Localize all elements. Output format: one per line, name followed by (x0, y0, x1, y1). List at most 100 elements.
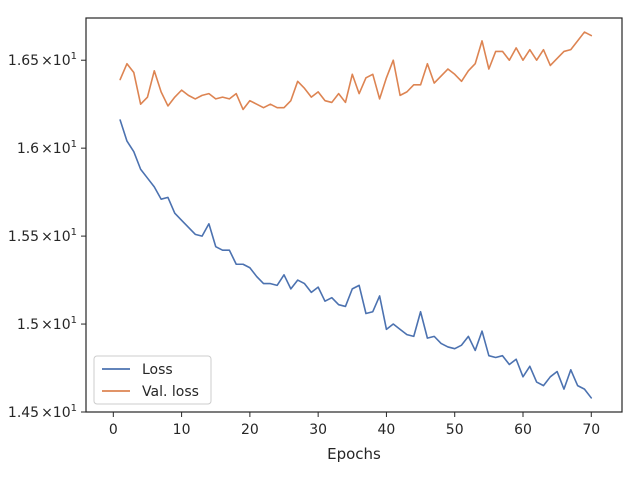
data-point-series-1 (276, 284, 279, 287)
data-point-series-1 (563, 388, 566, 391)
y-tick-mantissa: 1.6 (17, 141, 39, 157)
data-point-series-1 (406, 333, 409, 336)
data-point-series-1 (453, 347, 456, 350)
data-point-series-2 (501, 50, 504, 53)
x-tick-label: 10 (173, 422, 191, 438)
data-point-series-1 (214, 245, 217, 248)
data-point-series-2 (283, 106, 286, 109)
data-point-series-2 (542, 48, 545, 51)
data-point-series-1 (522, 375, 525, 378)
data-point-series-1 (419, 310, 422, 313)
data-point-series-1 (242, 263, 245, 266)
data-point-series-2 (481, 39, 484, 42)
data-point-series-2 (399, 94, 402, 97)
data-point-series-1 (590, 397, 593, 400)
data-point-series-1 (460, 344, 463, 347)
y-tick-multiplier: ×10 (41, 141, 71, 157)
data-point-series-2 (467, 69, 470, 72)
data-point-series-1 (269, 282, 272, 285)
data-point-series-2 (494, 50, 497, 53)
x-axis: 0 10 20 30 40 50 60 70 (109, 412, 600, 438)
data-point-series-1 (358, 284, 361, 287)
data-point-series-2 (330, 101, 333, 104)
data-point-series-2 (474, 62, 477, 65)
data-point-series-2 (126, 62, 129, 65)
data-point-series-2 (132, 71, 135, 74)
data-point-series-1 (412, 335, 415, 338)
data-point-series-2 (515, 47, 518, 50)
y-tick-multiplier: ×10 (41, 405, 71, 421)
data-point-series-2 (371, 73, 374, 76)
data-point-series-1 (385, 328, 388, 331)
x-tick-label: 50 (446, 422, 464, 438)
data-point-series-2 (194, 98, 197, 101)
data-point-series-1 (494, 356, 497, 359)
data-point-series-2 (214, 98, 217, 101)
data-point-series-1 (317, 286, 320, 289)
data-point-series-1 (528, 365, 531, 368)
y-tick-exponent: 1 (71, 315, 77, 326)
data-point-series-1 (337, 303, 340, 306)
x-axis-title: Epochs (327, 445, 381, 463)
data-point-series-1 (283, 273, 286, 276)
data-point-series-2 (358, 92, 361, 95)
x-tick-label: 40 (378, 422, 396, 438)
data-point-series-2 (576, 39, 579, 42)
data-point-series-2 (276, 106, 279, 109)
data-point-series-2 (563, 50, 566, 53)
y-tick-exponent: 1 (71, 139, 77, 150)
data-point-series-1 (556, 370, 559, 373)
legend-box (93, 355, 212, 405)
data-point-series-1 (433, 335, 436, 338)
y-tick-exponent: 1 (71, 227, 77, 238)
series-line-2 (119, 31, 593, 111)
y-tick-label: 1.65 ×101 (8, 51, 77, 69)
data-point-series-2 (167, 105, 170, 108)
data-point-series-2 (289, 99, 292, 102)
data-point-series-1 (583, 388, 586, 391)
data-point-series-2 (228, 98, 231, 101)
y-tick-label: 1.6 ×101 (17, 139, 77, 157)
data-point-series-2 (556, 57, 559, 60)
x-tick-label: 30 (309, 422, 327, 438)
data-point-series-2 (460, 80, 463, 83)
data-point-series-2 (201, 94, 204, 97)
data-point-series-1 (289, 287, 292, 290)
data-point-series-1 (228, 249, 231, 252)
data-point-series-2 (535, 59, 538, 62)
data-point-series-2 (378, 98, 381, 101)
data-point-series-2 (119, 78, 122, 81)
plot-series (119, 31, 593, 400)
x-tick-label: 60 (514, 422, 532, 438)
data-point-series-1 (262, 282, 265, 285)
data-point-series-2 (173, 96, 176, 99)
data-point-series-1 (426, 337, 429, 340)
data-point-series-2 (180, 89, 183, 92)
data-point-series-1 (235, 263, 238, 266)
data-point-series-2 (419, 83, 422, 86)
x-tick-label: 70 (582, 422, 600, 438)
data-point-series-1 (173, 212, 176, 215)
data-point-series-1 (344, 305, 347, 308)
data-point-series-1 (201, 235, 204, 238)
data-point-series-1 (160, 198, 163, 201)
data-point-series-1 (474, 349, 477, 352)
x-tick-label: 0 (109, 422, 118, 438)
data-point-series-2 (269, 103, 272, 106)
data-point-series-1 (330, 296, 333, 299)
data-point-series-2 (208, 92, 211, 95)
data-point-series-1 (542, 384, 545, 387)
data-point-series-2 (255, 103, 258, 106)
data-point-series-1 (487, 354, 490, 357)
data-point-series-1 (535, 381, 538, 384)
data-point-series-1 (515, 358, 518, 361)
data-point-series-2 (344, 101, 347, 104)
data-point-series-2 (187, 94, 190, 97)
data-point-series-2 (508, 59, 511, 62)
data-point-series-1 (303, 282, 306, 285)
data-point-series-2 (310, 96, 313, 99)
data-point-series-1 (194, 233, 197, 236)
data-point-series-1 (549, 375, 552, 378)
